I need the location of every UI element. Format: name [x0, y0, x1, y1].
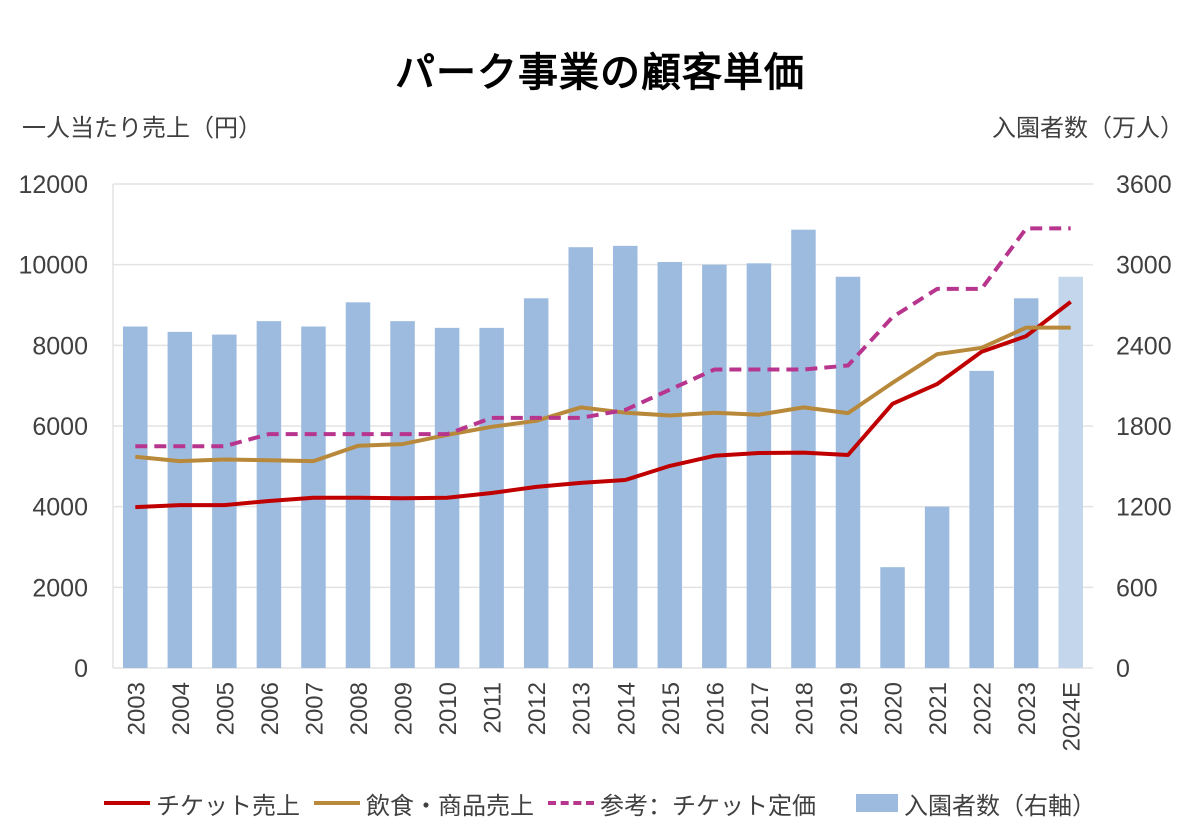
x-tick-label: 2005	[212, 682, 239, 735]
line-series-0	[135, 300, 1072, 510]
x-tick-label: 2010	[435, 682, 462, 735]
legend-label: 参考：チケット定価	[600, 791, 816, 820]
x-tick-label: 2014	[613, 682, 640, 735]
chart-title: パーク事業の顧客単価	[395, 50, 805, 96]
left-tick-label: 2000	[32, 574, 88, 602]
legend-item-food-merch-sales: 飲食・商品売上	[314, 786, 534, 821]
x-tick-label: 2021	[925, 682, 952, 735]
x-axis-ticks: 2003 2004 2005 2006 2007 2008 2009 2010 2011 2012…	[123, 682, 1085, 751]
x-tick-label: 2008	[346, 682, 373, 735]
bar-2021	[924, 506, 950, 668]
bar-2004	[167, 331, 193, 668]
x-tick-label: 2023	[1014, 682, 1041, 735]
bar-2006	[256, 321, 282, 668]
bar-2014	[613, 245, 638, 668]
legend-item-ticket-sales: チケット売上	[104, 786, 300, 821]
legend-label: 入園者数（右軸）	[904, 791, 1096, 820]
legend-swatch-visitors	[856, 794, 898, 812]
legend-swatch-ticket-sales	[104, 801, 150, 805]
x-tick-label: 2017	[747, 682, 774, 735]
x-tick-label: 2004	[168, 682, 195, 735]
bar-2023	[1013, 298, 1039, 668]
left-tick-label: 8000	[32, 332, 88, 360]
legend-item-ticket-list-price: 参考：チケット定価	[548, 786, 816, 821]
legend-label: チケット売上	[156, 791, 300, 820]
bar-2009	[390, 321, 415, 668]
right-axis-ticks: 0 600 1200 1800 2400 3000 3600	[1116, 171, 1172, 683]
x-tick-label: 2012	[524, 682, 551, 735]
bar-2005	[212, 334, 237, 668]
x-tick-label: 2016	[702, 682, 729, 735]
bar-2020	[880, 567, 905, 668]
right-tick-label: 3000	[1116, 252, 1172, 280]
x-tick-label: 2006	[257, 682, 284, 735]
x-tick-label: 2020	[881, 682, 908, 735]
legend-swatch-food-merch-sales	[314, 801, 360, 805]
bar-2013	[568, 247, 593, 668]
legend-label: 飲食・商品売上	[366, 791, 534, 820]
bar-2016	[702, 264, 727, 668]
bar-2003	[123, 326, 148, 668]
x-tick-label: 2003	[123, 682, 150, 735]
legend-swatch-ticket-list-price	[548, 801, 594, 805]
left-tick-label: 6000	[32, 413, 88, 441]
bar-2018	[791, 229, 816, 668]
left-axis-title: 一人当たり売上（円）	[22, 114, 262, 142]
right-tick-label: 1800	[1116, 413, 1172, 441]
right-tick-label: 3600	[1116, 171, 1172, 199]
bar-2022	[969, 370, 994, 668]
bar-2024E	[1058, 276, 1083, 668]
left-axis-ticks: 0 2000 4000 6000 8000 10000 12000	[18, 171, 88, 683]
bar-2008	[345, 302, 371, 668]
x-tick-label: 2019	[836, 682, 863, 735]
bar-2017	[746, 263, 772, 668]
right-axis-title: 入園者数（万人）	[992, 114, 1184, 142]
bar-2019	[835, 276, 861, 668]
x-tick-label: 2013	[569, 682, 596, 735]
left-tick-label: 0	[74, 655, 88, 683]
bar-2012	[523, 298, 549, 668]
x-tick-label: 2007	[301, 682, 328, 735]
right-tick-label: 600	[1116, 574, 1158, 602]
right-tick-label: 0	[1116, 655, 1130, 683]
right-tick-label: 1200	[1116, 494, 1172, 522]
left-tick-label: 10000	[18, 252, 88, 280]
line-series-2	[135, 226, 1071, 449]
line-series-1	[135, 325, 1071, 464]
bar-series	[123, 229, 1083, 668]
x-tick-label: 2011	[480, 682, 507, 734]
left-tick-label: 4000	[32, 494, 88, 522]
legend-item-visitors: 入園者数（右軸）	[830, 786, 1096, 821]
legend: チケット売上 飲食・商品売上 参考：チケット定価 入園者数（右軸）	[0, 786, 1200, 820]
x-tick-label: 2022	[970, 682, 997, 735]
x-tick-label: 2024E	[1059, 682, 1086, 751]
x-tick-label: 2009	[391, 682, 418, 735]
x-tick-label: 2018	[791, 682, 818, 735]
left-tick-label: 12000	[18, 171, 88, 199]
line-series	[135, 226, 1072, 510]
x-tick-label: 2015	[658, 682, 685, 735]
right-tick-label: 2400	[1116, 332, 1172, 360]
bar-2011	[479, 327, 504, 668]
